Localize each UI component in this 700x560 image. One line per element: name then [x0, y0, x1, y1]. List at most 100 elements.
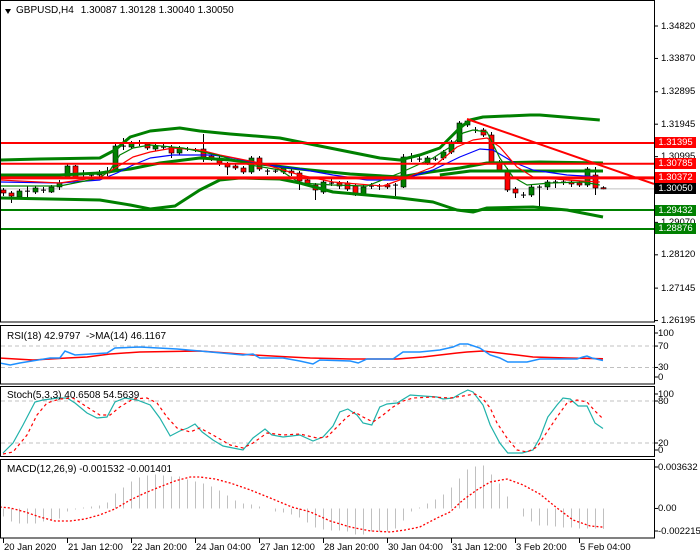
candle[interactable] — [320, 179, 327, 194]
macd-signal-line — [1, 476, 604, 533]
main-panel-border — [0, 0, 655, 323]
price-tick-label: 1.29070 — [661, 216, 696, 228]
rsi-series-rsi-18- — [1, 343, 604, 366]
stoch-tick-label: 80 — [658, 395, 669, 407]
candle[interactable] — [32, 186, 39, 194]
ohlc-values: 1.30087 1.30128 1.30040 1.30050 — [80, 5, 234, 16]
stoch-tick-label: 100 — [658, 388, 674, 400]
candle[interactable] — [1, 187, 7, 197]
price-tick-label: 1.31945 — [661, 118, 696, 130]
support-2-price-label: 1.28876 — [655, 223, 696, 235]
time-tick-label: 3 Feb 20:00 — [516, 542, 567, 553]
stoch-signal-line — [2, 393, 604, 455]
macd-tick-label: 0.00 — [658, 502, 677, 514]
macd-tick-label: 0.003632 — [658, 461, 698, 473]
time-tick-label: 24 Jan 04:00 — [196, 542, 251, 553]
candle[interactable] — [393, 182, 398, 197]
bearish-candle-body — [1, 189, 7, 194]
candle[interactable] — [265, 168, 270, 176]
candle[interactable] — [568, 179, 575, 187]
slow-ma-thick-line — [439, 169, 603, 177]
candle[interactable] — [161, 143, 166, 151]
bearish-candle-body — [576, 182, 583, 186]
bollinger-lower-line — [1, 176, 604, 219]
candle[interactable] — [512, 186, 519, 198]
bullish-candle-body — [32, 187, 39, 193]
time-tick-label: 5 Feb 04:00 — [580, 542, 631, 553]
rsi-panel-border — [0, 325, 655, 385]
bearish-candle-body — [240, 167, 247, 173]
price-tick-label: 1.27145 — [661, 282, 696, 294]
price-tick-label: 1.26195 — [661, 315, 696, 327]
macd-panel[interactable] — [0, 465, 604, 535]
candle[interactable] — [480, 128, 487, 137]
candle[interactable] — [521, 192, 526, 198]
macd-indicator-label: MACD(12,26,9) -0.001532 -0.001401 — [7, 464, 173, 475]
price-tick-label: 1.33870 — [661, 52, 696, 64]
price-tick-label: 1.32895 — [661, 86, 696, 98]
bullish-candle-body — [152, 145, 159, 150]
resistance-2-price-label: 1.30785 — [655, 158, 696, 170]
axis-ticks — [3, 25, 658, 543]
macd-panel-border — [0, 459, 655, 539]
time-tick-label: 21 Jan 12:00 — [68, 542, 123, 553]
bullish-candle-body — [16, 190, 23, 198]
stoch-tick-label: 0 — [658, 444, 664, 456]
bearish-candle-body — [504, 169, 511, 191]
rsi-tick-label: 30 — [658, 361, 669, 373]
current-price-price-label: 1.30050 — [655, 183, 696, 195]
stochastic-indicator-label: Stoch(5,3,3) 40.6508 54.5639 — [7, 390, 140, 401]
ma-red-line — [1, 137, 600, 187]
candle[interactable] — [553, 179, 558, 188]
bearish-candle-body — [600, 187, 607, 190]
ma-blue-line — [1, 148, 600, 184]
trendline[interactable] — [466, 118, 654, 185]
rsi-tick-label: 0 — [658, 371, 664, 383]
rsi-series-ma-14- — [1, 350, 604, 361]
stoch-main-line — [2, 389, 604, 454]
candle[interactable] — [537, 185, 542, 208]
candle[interactable] — [41, 186, 46, 194]
triangle-down-icon[interactable] — [5, 8, 11, 14]
candle[interactable] — [528, 185, 535, 197]
rsi-panel[interactable] — [0, 343, 654, 368]
panel-frames — [0, 0, 655, 539]
bearish-candle-body — [488, 134, 495, 163]
bearish-candle-body — [8, 192, 15, 197]
time-tick-label: 31 Jan 12:00 — [452, 542, 507, 553]
time-tick-label: 28 Jan 20:00 — [324, 542, 379, 553]
bullish-candle-body — [320, 181, 327, 193]
candle[interactable] — [232, 164, 239, 170]
candle[interactable] — [25, 186, 30, 198]
rsi-indicator-label: RSI(18) 42.9797 ->MA(14) 46.1167 — [7, 331, 167, 342]
bullish-candle-body — [528, 186, 535, 196]
time-tick-label: 20 Jan 2020 — [4, 542, 57, 553]
candle[interactable] — [433, 157, 438, 162]
stochastic-panel[interactable] — [1, 389, 654, 455]
price-tick-label: 1.30995 — [661, 151, 696, 163]
time-tick-label: 27 Jan 12:00 — [260, 542, 315, 553]
candle[interactable] — [72, 164, 79, 179]
candle[interactable] — [456, 121, 463, 144]
symbol-timeframe: GBPUSD,H4 — [16, 5, 74, 16]
rsi-tick-label: 100 — [658, 327, 674, 339]
ma-green-line — [1, 129, 600, 187]
bullish-candle-body — [544, 181, 551, 188]
price-tick-label: 1.28120 — [661, 249, 696, 261]
time-tick-label: 30 Jan 04:00 — [388, 542, 443, 553]
support-1-price-label: 1.29432 — [655, 204, 696, 216]
stochastic-panel-border — [0, 386, 655, 457]
candle[interactable] — [600, 186, 607, 190]
price-tick-label: 1.34820 — [661, 20, 696, 32]
main-price-panel[interactable] — [0, 113, 654, 230]
bullish-candle-body — [48, 186, 55, 193]
bearish-candle-body — [512, 188, 519, 194]
chart-title-bar: GBPUSD,H4 1.30087 1.30128 1.30040 1.3005… — [3, 5, 234, 17]
candle[interactable] — [544, 179, 551, 190]
candle[interactable] — [240, 165, 247, 175]
resistance-3-price-label: 1.30372 — [655, 172, 696, 184]
bollinger-upper-line — [1, 113, 600, 162]
bearish-candle-body — [480, 129, 487, 136]
